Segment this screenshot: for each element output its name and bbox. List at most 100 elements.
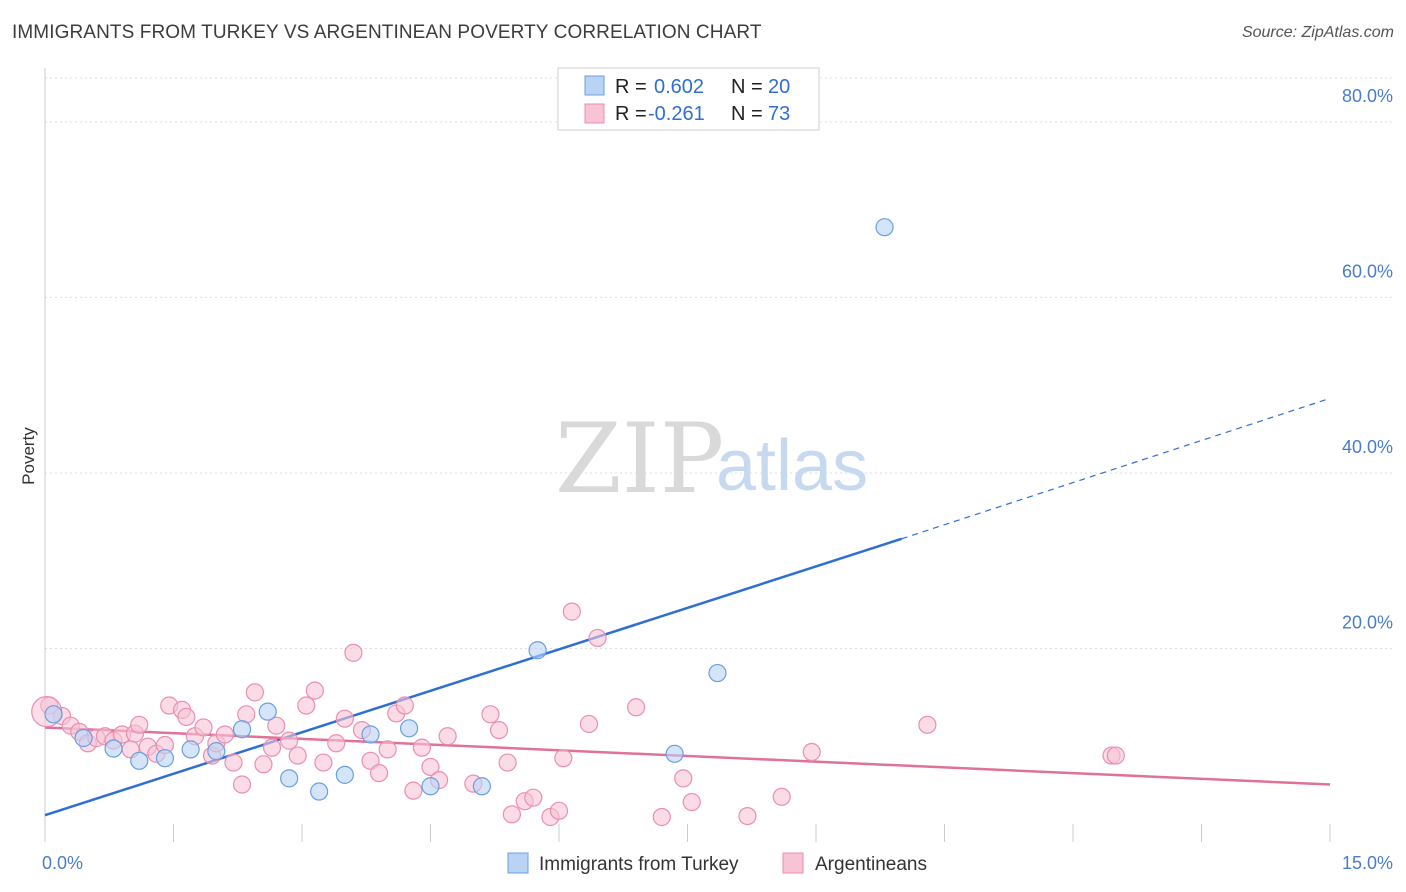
point-pink-66 [738, 807, 757, 826]
legend-blue-r-value: 0.602 [654, 76, 704, 98]
y-tick-label-2: 60.0% [1342, 261, 1393, 281]
point-pink-35 [327, 734, 346, 753]
legend-pink-n-label: N = [731, 103, 763, 125]
watermark-zip: ZIP [555, 403, 724, 515]
point-blue-17 [665, 744, 684, 763]
series-legend: Immigrants from Turkey Argentineans [507, 852, 927, 875]
trend-line-pink [44, 726, 1331, 786]
point-blue-4 [155, 749, 175, 768]
point-blue-10 [310, 782, 329, 801]
point-pink-26 [245, 683, 264, 702]
point-pink-53 [502, 805, 521, 824]
point-pink-55 [524, 788, 543, 807]
point-pink-34 [314, 753, 333, 772]
point-pink-52 [498, 753, 517, 772]
trend-layer [44, 397, 1331, 817]
axis-layer: 20.0% 40.0% 60.0% 80.0% 0.0% 15.0% [42, 68, 1393, 873]
point-blue-13 [399, 719, 419, 738]
legend-swatch-blue [584, 75, 605, 96]
point-pink-40 [370, 763, 389, 783]
point-blue-18 [708, 663, 727, 683]
point-pink-67 [772, 787, 791, 806]
point-pink-32 [297, 696, 316, 715]
point-pink-36 [335, 709, 354, 728]
point-pink-39 [361, 751, 380, 770]
point-blue-0 [44, 705, 63, 724]
point-pink-37 [344, 643, 363, 662]
point-pink-60 [579, 714, 599, 734]
point-pink-17 [177, 707, 196, 727]
x-tick-label-1: 15.0% [1342, 853, 1393, 873]
point-pink-58 [554, 749, 573, 768]
point-pink-41 [378, 740, 397, 759]
trend-line-blue [44, 537, 903, 817]
y-tick-label-0: 20.0% [1342, 612, 1393, 632]
point-blue-15 [472, 777, 491, 796]
point-pink-64 [674, 769, 693, 788]
series-legend-label-blue: Immigrants from Turkey [539, 854, 739, 875]
point-pink-23 [224, 753, 243, 772]
watermark: ZIP atlas [555, 403, 868, 515]
series-legend-swatch-pink [782, 852, 804, 874]
legend-pink-r-value: -0.261 [648, 103, 705, 125]
point-pink-61 [588, 628, 607, 648]
point-blue-5 [181, 740, 200, 759]
point-pink-63 [652, 807, 671, 827]
point-pink-29 [267, 716, 286, 735]
y-tick-label-1: 40.0% [1342, 437, 1393, 457]
point-pink-24 [232, 775, 252, 794]
point-pink-62 [626, 698, 646, 717]
point-blue-9 [280, 769, 299, 788]
chart-title: IMMIGRANTS FROM TURKEY VS ARGENTINEAN PO… [12, 22, 762, 43]
point-pink-22 [215, 725, 234, 744]
point-pink-28 [262, 738, 282, 757]
point-blue-16 [528, 641, 547, 660]
point-blue-6 [207, 742, 226, 761]
point-blue-2 [104, 739, 123, 758]
point-blue-14 [421, 777, 440, 796]
point-pink-51 [489, 720, 509, 740]
point-blue-7 [232, 720, 252, 739]
legend-swatch-pink [584, 103, 605, 124]
point-blue-11 [335, 765, 354, 784]
point-pink-46 [421, 757, 440, 777]
y-axis-label: Poverty [19, 427, 38, 485]
point-pink-48 [438, 727, 457, 746]
series-legend-label-pink: Argentineans [815, 854, 927, 875]
points-layer [31, 218, 1125, 827]
point-blue-12 [361, 725, 380, 744]
point-pink-71 [1106, 746, 1125, 765]
source-label: Source: ZipAtlas.com [1241, 24, 1394, 41]
watermark-atlas: atlas [716, 426, 868, 506]
point-pink-19 [194, 718, 213, 737]
point-pink-31 [288, 746, 307, 765]
point-blue-8 [258, 702, 277, 721]
point-blue-1 [74, 728, 93, 748]
point-blue-19 [875, 218, 894, 237]
legend-blue-r-label: R = [615, 76, 647, 98]
point-pink-59 [562, 602, 581, 621]
point-pink-43 [395, 696, 414, 715]
point-pink-27 [254, 755, 273, 774]
point-pink-57 [549, 801, 569, 820]
legend-blue-n-label: N = [731, 76, 763, 98]
grid-layer [45, 77, 1394, 649]
point-pink-69 [918, 715, 937, 734]
y-tick-label-3: 80.0% [1342, 86, 1393, 106]
point-pink-68 [802, 742, 821, 762]
point-pink-45 [412, 738, 432, 757]
x-tick-label-0: 0.0% [42, 853, 83, 873]
series-legend-swatch-blue [507, 852, 529, 874]
point-pink-30 [280, 731, 299, 750]
point-blue-3 [130, 751, 149, 770]
legend-blue-n-value: 20 [768, 76, 790, 98]
point-pink-44 [404, 781, 423, 800]
point-pink-25 [237, 705, 256, 724]
correlation-legend: R = 0.602 N = 20 R = -0.261 N = 73 [557, 67, 820, 131]
point-pink-50 [481, 705, 500, 724]
point-pink-11 [130, 715, 149, 734]
point-pink-33 [305, 681, 324, 700]
legend-pink-n-value: 73 [768, 103, 790, 125]
legend-pink-r-label: R = [615, 103, 647, 125]
